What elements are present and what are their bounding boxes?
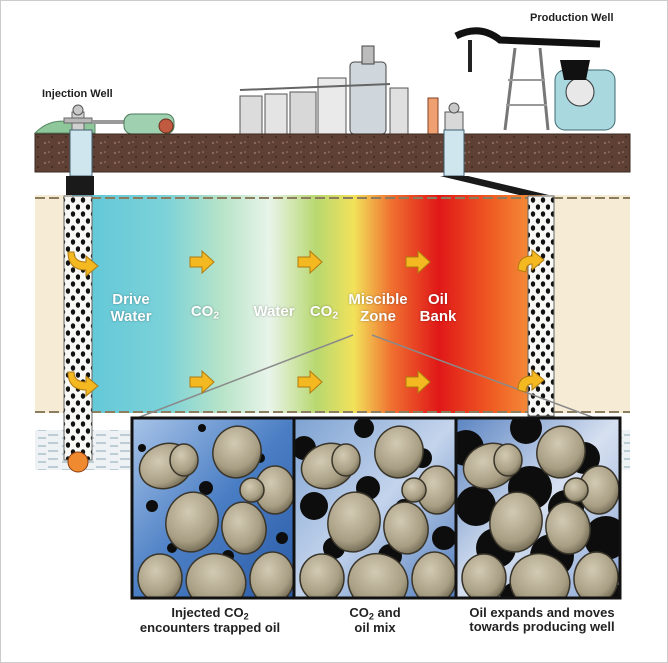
oil-droplet bbox=[584, 516, 620, 560]
rock-grain bbox=[401, 477, 427, 503]
panel2-caption-line1-rest: and bbox=[373, 605, 401, 620]
panel1-caption-line1: Injected CO2 bbox=[130, 605, 290, 622]
flow-arrow bbox=[405, 369, 431, 395]
zone-miscible-line2: Zone bbox=[360, 307, 396, 325]
flow-arrow bbox=[67, 371, 99, 398]
oil-droplet bbox=[456, 486, 496, 526]
rock-grain bbox=[212, 425, 262, 479]
zone-co2-first-sub: 2 bbox=[213, 309, 220, 322]
panel1-caption-line1-main: Injected CO bbox=[171, 605, 244, 620]
tank-farm bbox=[239, 45, 439, 135]
pore-panel-3 bbox=[454, 416, 622, 600]
rock-grain bbox=[169, 443, 199, 477]
panel1-caption-line1-sub: 2 bbox=[243, 611, 249, 622]
pore-scale-panels bbox=[130, 416, 622, 600]
panel2-caption-line1-sub: 2 bbox=[368, 611, 374, 622]
production-well-label: Production Well bbox=[530, 12, 614, 24]
oil-droplet bbox=[138, 444, 146, 452]
flow-arrow bbox=[189, 249, 215, 275]
zone-co2-second-main: CO bbox=[309, 303, 333, 320]
injection-well-label: Injection Well bbox=[42, 88, 113, 100]
injection-equipment bbox=[33, 104, 175, 135]
oil-droplet bbox=[354, 418, 374, 438]
panel3-caption-line2: towards producing well bbox=[469, 619, 615, 635]
rock-grain bbox=[185, 553, 247, 598]
oil-droplet bbox=[198, 424, 206, 432]
rock-grain bbox=[137, 553, 183, 598]
rock-grain bbox=[239, 477, 265, 503]
production-well-link bbox=[440, 176, 570, 200]
rock-grain bbox=[493, 443, 523, 477]
oil-droplet bbox=[300, 492, 328, 520]
injection-bottom-perforation bbox=[67, 451, 89, 473]
flow-arrow bbox=[405, 249, 431, 275]
rock-grain bbox=[536, 425, 586, 479]
flow-arrows bbox=[67, 248, 545, 398]
panel3-caption-line1: Oil expands and moves bbox=[469, 605, 615, 620]
rock-grain bbox=[374, 425, 424, 479]
zone-drive-water-line2: Water bbox=[110, 307, 152, 325]
rock-grain bbox=[573, 551, 619, 598]
panel2-caption: CO2 and oil mix bbox=[300, 605, 450, 636]
pore-panel-2 bbox=[292, 416, 460, 600]
flow-arrow bbox=[67, 251, 99, 278]
pore-panel-1 bbox=[130, 416, 298, 600]
zone-co2-first-label: CO2 bbox=[182, 303, 228, 322]
rock-grain bbox=[327, 491, 381, 553]
rock-grain bbox=[489, 491, 543, 553]
zone-water-label: Water bbox=[253, 303, 295, 320]
rock-grain bbox=[509, 553, 571, 598]
flow-arrow-production bbox=[517, 248, 545, 273]
production-well-casing bbox=[443, 129, 465, 177]
panel2-caption-line2: oil mix bbox=[354, 620, 396, 636]
zone-co2-first-main: CO bbox=[190, 303, 214, 320]
zone-co2-second-sub: 2 bbox=[332, 309, 339, 322]
zone-oil-bank-line2: Bank bbox=[419, 307, 457, 325]
zone-drive-water-label: Drive Water bbox=[100, 291, 162, 325]
panel1-caption: Injected CO2 encounters trapped oil bbox=[130, 605, 290, 636]
oil-droplet bbox=[199, 481, 213, 495]
panel1-caption-line2: encounters trapped oil bbox=[139, 620, 281, 636]
flow-arrow bbox=[189, 369, 215, 395]
ground-layer bbox=[34, 133, 631, 173]
flow-arrow bbox=[297, 249, 323, 275]
injection-wellbore bbox=[63, 195, 93, 461]
panel3-caption: Oil expands and moves towards producing … bbox=[458, 605, 626, 635]
rock-grain bbox=[221, 501, 267, 555]
oil-droplet bbox=[276, 532, 288, 544]
zone-drive-water-line1: Drive bbox=[112, 291, 150, 308]
flow-arrow bbox=[297, 369, 323, 395]
panel2-caption-line1: CO2 and bbox=[300, 605, 450, 622]
oil-droplet bbox=[146, 500, 158, 512]
flow-arrow-production bbox=[517, 368, 545, 393]
injection-well-casing bbox=[69, 129, 93, 177]
rock-grain bbox=[331, 443, 361, 477]
zone-miscible-label: Miscible Zone bbox=[346, 291, 410, 325]
rock-grain bbox=[563, 477, 589, 503]
zone-oil-bank-line1: Oil bbox=[427, 291, 448, 308]
rock-grain bbox=[545, 501, 591, 555]
rock-grain bbox=[299, 553, 345, 598]
oil-droplet bbox=[510, 418, 542, 444]
rock-grain bbox=[165, 491, 219, 553]
zone-oil-bank-label: Oil Bank bbox=[416, 291, 460, 325]
zone-miscible-line1: Miscible bbox=[348, 291, 408, 308]
rock-grain bbox=[383, 501, 429, 555]
panel2-caption-line1-main: CO bbox=[349, 605, 369, 620]
rock-grain bbox=[347, 553, 409, 598]
injection-well-plug bbox=[66, 176, 94, 196]
rock-grain bbox=[461, 553, 507, 598]
oil-droplet bbox=[432, 526, 456, 550]
pump-jack bbox=[444, 27, 616, 135]
zone-co2-second-label: CO2 bbox=[302, 303, 346, 322]
